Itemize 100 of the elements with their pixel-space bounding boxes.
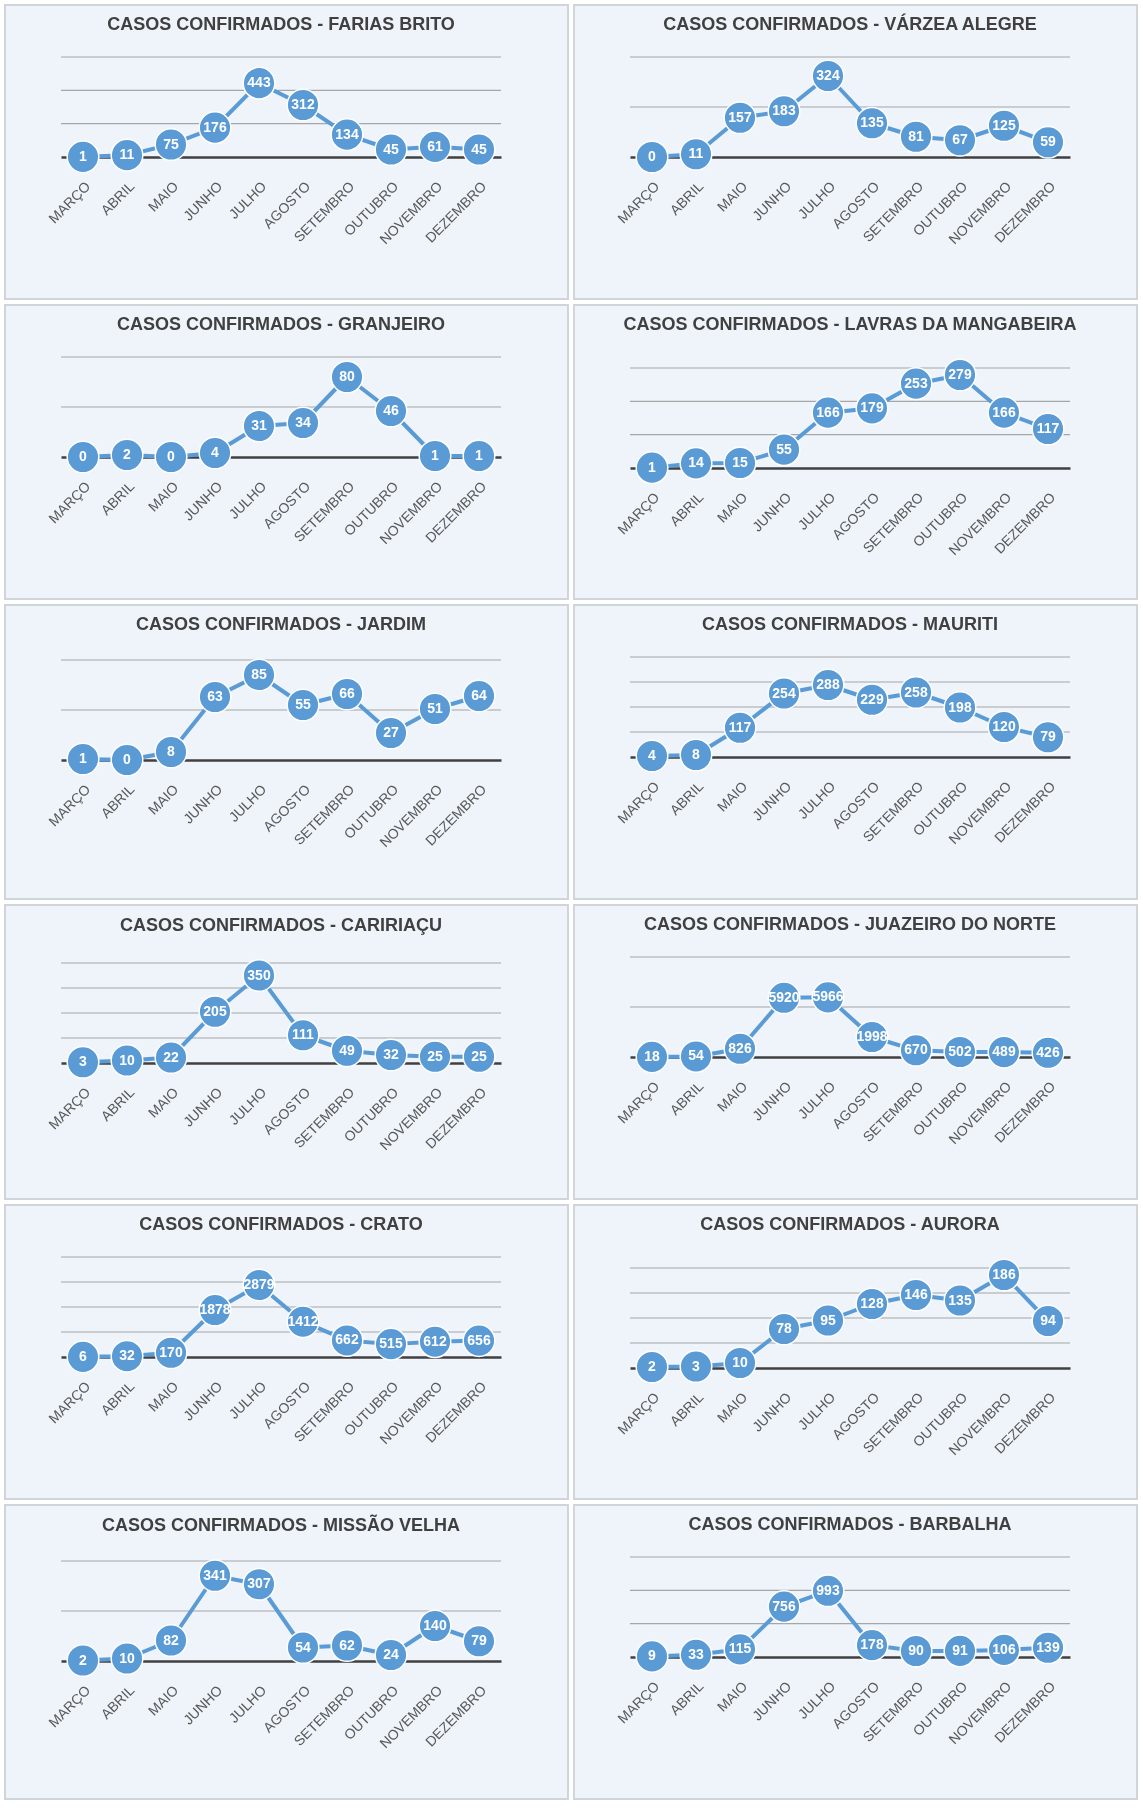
chart-title: CASOS CONFIRMADOS - VÁRZEA ALEGRE	[663, 13, 1037, 35]
data-label: 426	[1036, 1043, 1060, 1060]
data-label: 993	[816, 1581, 840, 1598]
point	[66, 1643, 100, 1678]
point	[154, 440, 188, 474]
data-label: 176	[203, 118, 227, 135]
point	[110, 438, 144, 472]
data-label: 140	[423, 1617, 447, 1633]
data-label: 27	[383, 724, 399, 740]
data-label: 67	[952, 131, 968, 148]
point	[679, 1349, 713, 1384]
data-label: 146	[904, 1286, 928, 1302]
data-label: 170	[159, 1343, 183, 1360]
data-label: 324	[816, 67, 840, 83]
data-label: 135	[860, 114, 884, 131]
data-label: 55	[776, 440, 792, 457]
data-label: 178	[860, 1636, 884, 1653]
data-label: 0	[167, 448, 176, 464]
point	[66, 1340, 100, 1374]
chart-title: CASOS CONFIRMADOS - MISSÃO VELHA	[101, 1513, 461, 1535]
data-label: 128	[860, 1295, 884, 1311]
point	[66, 742, 100, 776]
data-label: 78	[776, 1320, 792, 1336]
data-label: 61	[427, 137, 443, 154]
data-label: 5920	[768, 988, 800, 1005]
data-label: 111	[292, 1026, 315, 1043]
data-label: 22	[163, 1048, 179, 1065]
data-label: 443	[247, 74, 271, 91]
data-label: 32	[383, 1046, 399, 1062]
data-label: 10	[119, 1051, 135, 1068]
data-label: 45	[471, 140, 487, 157]
data-label: 79	[1040, 728, 1056, 745]
data-label: 135	[948, 1291, 972, 1308]
data-label: 2879	[243, 1276, 275, 1293]
data-label: 15	[732, 454, 748, 470]
data-label: 183	[772, 102, 796, 119]
data-label: 24	[383, 1646, 399, 1662]
data-label: 1998	[856, 1028, 888, 1045]
data-label: 90	[908, 1642, 924, 1658]
data-label: 64	[471, 687, 487, 703]
data-label: 31	[251, 417, 267, 433]
data-label: 279	[948, 366, 972, 382]
data-label: 4	[648, 747, 657, 763]
data-label: 2	[648, 1358, 657, 1374]
chart-title: CASOS CONFIRMADOS - CRATO	[139, 1214, 423, 1235]
data-label: 1	[79, 750, 88, 766]
data-label: 502	[948, 1042, 972, 1059]
data-label: 186	[992, 1266, 1016, 1282]
data-label: 94	[1040, 1312, 1056, 1328]
data-label: 1	[648, 458, 657, 475]
data-label: 4	[211, 444, 220, 460]
data-label: 662	[335, 1331, 359, 1348]
data-label: 117	[1036, 420, 1060, 436]
data-label: 0	[79, 448, 88, 464]
data-label: 1	[79, 147, 88, 164]
data-label: 81	[908, 127, 924, 144]
data-label: 6	[79, 1347, 88, 1364]
data-label: 826	[728, 1039, 752, 1056]
point	[679, 738, 713, 772]
data-label: 3	[79, 1053, 88, 1070]
chart-title: CASOS CONFIRMADOS - LAVRAS DA MANGABEIRA	[623, 314, 1077, 335]
point	[635, 1639, 669, 1673]
chart-title: CASOS CONFIRMADOS - MAURITI	[702, 614, 998, 635]
data-label: 5966	[812, 988, 844, 1005]
data-label: 49	[339, 1041, 355, 1058]
point	[110, 743, 144, 777]
data-label: 166	[816, 403, 840, 420]
chart-title: CASOS CONFIRMADOS - FARIAS BRITO	[107, 14, 455, 35]
point	[198, 436, 232, 470]
data-label: 229	[860, 690, 884, 707]
data-label: 179	[860, 399, 884, 416]
data-label: 34	[295, 414, 311, 430]
data-label: 54	[688, 1047, 704, 1064]
data-label: 10	[732, 1354, 748, 1370]
point	[418, 439, 452, 473]
data-label: 166	[992, 403, 1016, 420]
data-label: 670	[904, 1041, 928, 1058]
data-label: 341	[203, 1566, 227, 1583]
data-label: 612	[423, 1332, 447, 1349]
data-label: 115	[728, 1640, 752, 1657]
data-label: 79	[471, 1632, 487, 1649]
point	[635, 739, 669, 773]
data-label: 258	[904, 683, 928, 700]
data-label: 125	[992, 116, 1016, 133]
data-label: 2	[123, 446, 132, 462]
data-label: 2	[79, 1651, 88, 1668]
point	[635, 451, 669, 485]
data-label: 80	[339, 368, 355, 384]
point	[154, 735, 188, 769]
data-label: 288	[816, 676, 840, 692]
point	[66, 1045, 100, 1079]
data-label: 1412	[287, 1312, 319, 1329]
data-label: 32	[119, 1347, 135, 1364]
chart-title: CASOS CONFIRMADOS - JUAZEIRO DO NORTE	[643, 914, 1057, 935]
data-label: 205	[203, 1002, 227, 1019]
chart-title: CASOS CONFIRMADOS - BARBALHA	[688, 1514, 1012, 1535]
data-label: 8	[167, 743, 176, 759]
data-label: 14	[688, 454, 704, 471]
point	[635, 140, 669, 174]
data-label: 350	[247, 966, 271, 983]
